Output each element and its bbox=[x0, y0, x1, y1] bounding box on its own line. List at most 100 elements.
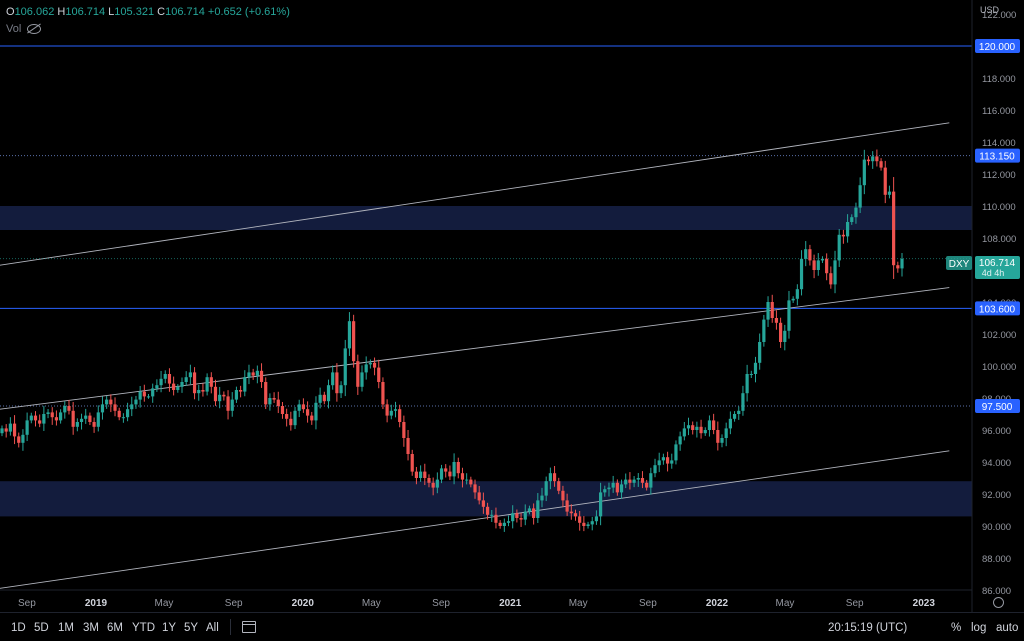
candle-body bbox=[431, 482, 435, 488]
candle-body bbox=[167, 374, 172, 384]
time-tick-label: May bbox=[362, 598, 381, 609]
candle-body bbox=[17, 436, 21, 443]
eye-off-icon[interactable] bbox=[27, 24, 42, 35]
candle-body bbox=[130, 404, 134, 410]
candle-body bbox=[578, 516, 582, 523]
time-tick-label: 2020 bbox=[292, 598, 315, 609]
candle-body bbox=[896, 265, 900, 269]
candle-body bbox=[724, 428, 728, 438]
candle-body bbox=[862, 159, 866, 186]
level-tag bbox=[975, 39, 1020, 53]
trendline bbox=[0, 122, 950, 266]
timeframe-1y[interactable]: 1Y bbox=[162, 622, 177, 634]
time-tick-label: Sep bbox=[225, 598, 243, 609]
price-tick-label: 88.000 bbox=[982, 554, 1011, 565]
currency-label[interactable]: USD bbox=[980, 5, 1000, 15]
timeframe-6m[interactable]: 6M bbox=[107, 622, 123, 634]
candle-body bbox=[180, 382, 184, 387]
candle-body bbox=[33, 415, 38, 421]
timeframe-ytd[interactable]: YTD bbox=[132, 622, 155, 634]
candle-body bbox=[163, 374, 167, 379]
candle-body bbox=[485, 506, 490, 515]
auto-toggle[interactable]: auto bbox=[996, 622, 1019, 634]
log-toggle[interactable]: log bbox=[971, 622, 987, 634]
candle-body bbox=[213, 386, 218, 402]
timeframe-1m[interactable]: 1M bbox=[58, 622, 74, 634]
candle-body bbox=[435, 479, 439, 488]
candle-body bbox=[494, 514, 498, 523]
candle-body bbox=[368, 362, 372, 365]
percent-toggle[interactable]: % bbox=[951, 622, 962, 634]
candle-body bbox=[837, 234, 841, 261]
candle-body bbox=[197, 390, 201, 394]
candle-body bbox=[25, 420, 29, 435]
timeframe-5d[interactable]: 5D bbox=[34, 622, 49, 634]
candle-body bbox=[121, 417, 125, 419]
candle-body bbox=[444, 468, 448, 472]
price-tick-label: 122.000 bbox=[982, 10, 1016, 21]
candle-body bbox=[385, 404, 389, 416]
candle-body bbox=[808, 249, 812, 261]
candle-body bbox=[783, 330, 787, 342]
candle-body bbox=[728, 418, 732, 429]
candle-body bbox=[791, 298, 795, 301]
candle-body bbox=[184, 377, 188, 382]
utc-clock[interactable]: 20:15:19 (UTC) bbox=[828, 622, 908, 634]
level-price-tags: 120.000 113.150 103.600 97.500 bbox=[975, 39, 1020, 413]
level-tag-label: 120.000 bbox=[979, 42, 1016, 53]
candle-body bbox=[799, 258, 804, 290]
candle-body bbox=[377, 367, 381, 382]
candle-body bbox=[276, 399, 280, 406]
candle-body bbox=[364, 364, 368, 373]
candle-body bbox=[452, 462, 456, 477]
candle-body bbox=[264, 382, 268, 405]
candle-body bbox=[779, 322, 783, 342]
candle-body bbox=[636, 478, 640, 480]
candle-body bbox=[322, 394, 326, 402]
candle-body bbox=[586, 524, 590, 526]
candle-body bbox=[594, 516, 599, 522]
gear-icon[interactable] bbox=[993, 597, 1004, 608]
ohlc-legend: O106.062 H106.714 L105.321 C106.714 +0.6… bbox=[6, 6, 290, 18]
candle-body bbox=[536, 500, 540, 518]
candle-body bbox=[427, 478, 431, 483]
candle-body bbox=[787, 300, 791, 331]
candle-body bbox=[649, 473, 653, 488]
candle-body bbox=[389, 410, 393, 416]
time-tick-label: Sep bbox=[639, 598, 657, 609]
candle-body bbox=[691, 425, 695, 430]
candle-body bbox=[707, 420, 712, 430]
horizontal-levels bbox=[0, 45, 972, 407]
candle-body bbox=[477, 492, 481, 501]
candle-body bbox=[665, 457, 670, 464]
candle-body bbox=[758, 342, 762, 363]
candle-body bbox=[289, 418, 293, 426]
price-tick-label: 92.000 bbox=[982, 490, 1011, 501]
candle-body bbox=[670, 460, 674, 464]
candle-body bbox=[460, 473, 465, 480]
low-value: 105.321 bbox=[114, 6, 155, 18]
timeframe-1d[interactable]: 1D bbox=[11, 622, 26, 634]
candle-body bbox=[125, 409, 130, 418]
candle-body bbox=[829, 273, 833, 285]
candle-body bbox=[372, 362, 377, 368]
timeframe-5y[interactable]: 5Y bbox=[184, 622, 199, 634]
calendar-range-icon[interactable] bbox=[242, 621, 256, 633]
volume-legend: Vol bbox=[6, 23, 42, 35]
trendlines bbox=[0, 122, 950, 589]
time-axis[interactable]: Sep 2019 May Sep 2020 May Sep 2021 May Sep 2022 May… bbox=[18, 598, 935, 609]
price-tick-label: 86.000 bbox=[982, 586, 1011, 597]
timeframe-3m[interactable]: 3M bbox=[83, 622, 99, 634]
time-tick-label: 2022 bbox=[706, 598, 729, 609]
time-tick-label: May bbox=[569, 598, 588, 609]
candle-body bbox=[720, 438, 724, 443]
candle-body bbox=[465, 479, 469, 481]
candle-body bbox=[326, 385, 331, 402]
candle-body bbox=[46, 412, 50, 414]
candle-body bbox=[548, 473, 552, 482]
candle-body bbox=[749, 374, 753, 375]
candle-body bbox=[573, 513, 578, 517]
timeframe-all[interactable]: All bbox=[206, 622, 219, 634]
candle-body bbox=[502, 522, 506, 526]
